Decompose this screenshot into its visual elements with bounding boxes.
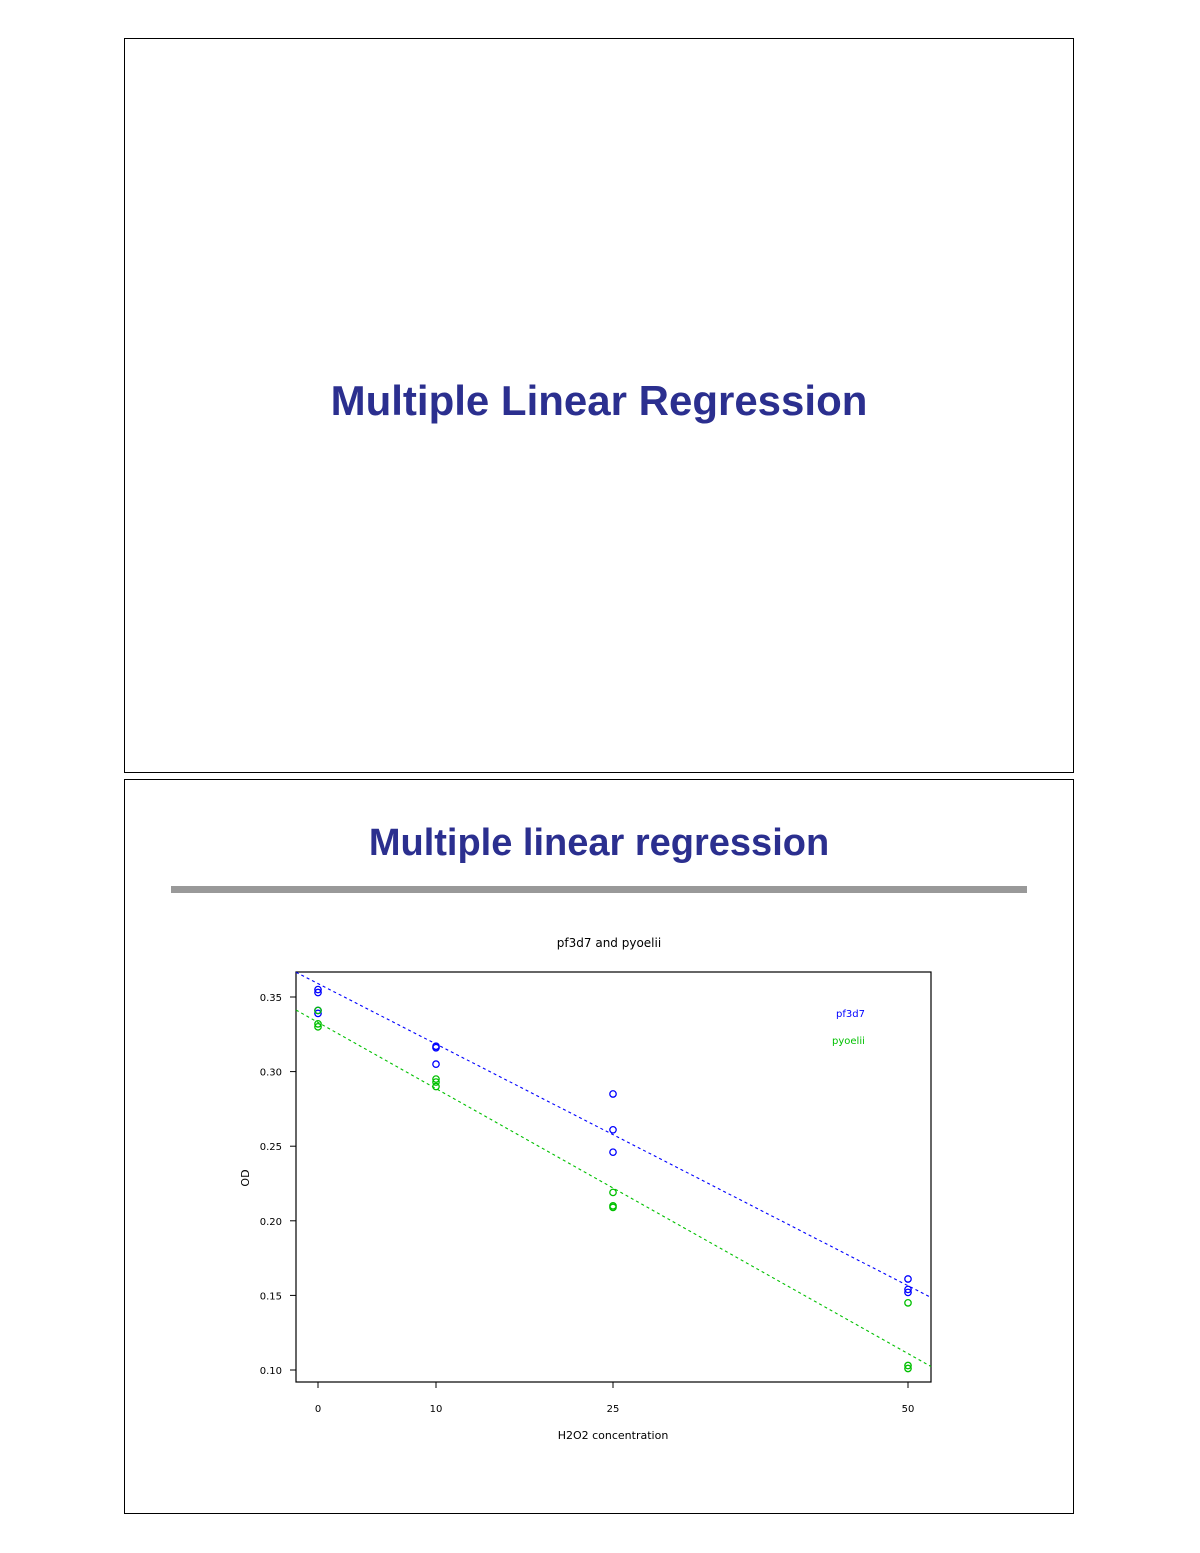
x-tick-label: 10 xyxy=(430,1404,443,1415)
data-point-pyoelii xyxy=(904,1361,912,1370)
data-point-pyoelii xyxy=(432,1075,440,1083)
data-point-pyoelii xyxy=(609,1188,617,1197)
data-point-pf3d7 xyxy=(432,1060,440,1068)
slide-1-title: Multiple Linear Regression xyxy=(330,377,868,424)
y-tick-label: 0.25 xyxy=(260,1142,282,1153)
data-point-pyoelii xyxy=(432,1082,440,1091)
data-point-pyoelii xyxy=(314,1022,322,1031)
y-axis-label: OD xyxy=(239,1169,252,1186)
chart-title: pf3d7 and pyoelii xyxy=(557,936,661,950)
data-point-pyoelii xyxy=(609,1203,617,1212)
data-point-pyoelii xyxy=(314,1006,322,1015)
legend-entry-pf3d7: pf3d7 xyxy=(836,1009,865,1020)
data-point-pyoelii xyxy=(904,1299,912,1307)
data-point-pf3d7 xyxy=(314,988,322,997)
fit-line-pf3d7 xyxy=(295,971,932,1298)
regression-chart: pf3d7 and pyoelii 0 10 25 50 0.10 0.15 0.20 0.2… xyxy=(239,936,932,1442)
title-divider xyxy=(171,886,1027,893)
x-axis-label: H2O2 concentration xyxy=(558,1429,669,1442)
data-point-pyoelii xyxy=(432,1078,440,1086)
slide-2-title: Multiple linear regression xyxy=(368,822,830,864)
data-point-pf3d7 xyxy=(904,1275,912,1283)
data-point-pyoelii xyxy=(904,1364,912,1373)
y-tick-label: 0.15 xyxy=(260,1291,282,1302)
data-point-pf3d7 xyxy=(609,1125,617,1134)
plot-frame xyxy=(295,971,932,1383)
data-point-pf3d7 xyxy=(904,1285,912,1294)
x-tick-label: 50 xyxy=(902,1404,915,1415)
y-tick-label: 0.30 xyxy=(260,1068,282,1079)
y-tick-label: 0.10 xyxy=(260,1366,282,1377)
data-point-pf3d7 xyxy=(314,985,322,994)
data-point-pf3d7 xyxy=(314,1009,322,1018)
fit-line-pyoelii xyxy=(295,1009,932,1367)
data-point-pf3d7 xyxy=(432,1043,440,1052)
slide-2: Multiple linear regression pf3d7 and pyo… xyxy=(124,779,1074,1514)
y-tick-label: 0.20 xyxy=(260,1217,282,1228)
data-point-pyoelii xyxy=(314,1020,322,1028)
data-point-pf3d7 xyxy=(609,1090,617,1098)
slide-1: Multiple Linear Regression xyxy=(124,38,1074,773)
x-tick-label: 0 xyxy=(315,1404,321,1415)
y-tick-label: 0.35 xyxy=(260,993,282,1004)
legend-entry-pyoelii: pyoelii xyxy=(832,1036,865,1047)
data-point-pf3d7 xyxy=(904,1288,912,1297)
x-tick-label: 25 xyxy=(607,1404,620,1415)
data-point-pf3d7 xyxy=(609,1148,617,1157)
